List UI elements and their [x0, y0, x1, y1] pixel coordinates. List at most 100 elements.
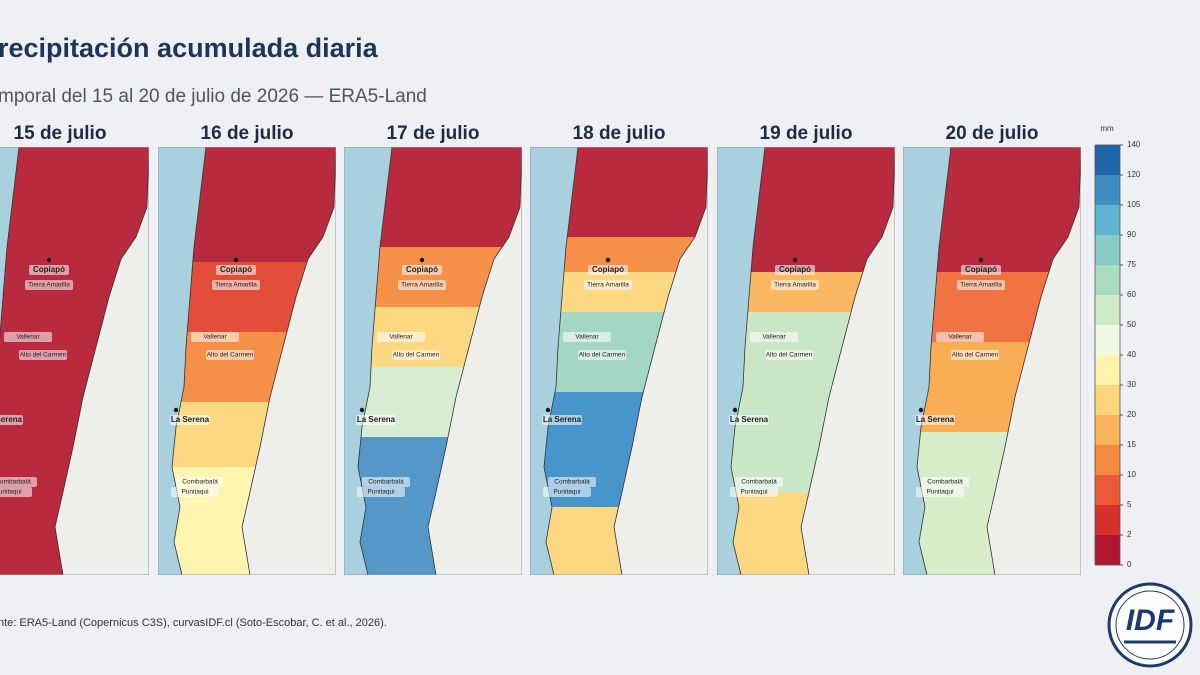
panel-title: 19 de julio — [760, 123, 853, 144]
colorbar-bin — [1095, 295, 1120, 325]
city-label-bg — [915, 415, 955, 425]
city-label-bg — [19, 350, 67, 360]
city-label-bg — [377, 332, 425, 342]
city-label: Tierra Amarilla — [28, 282, 70, 289]
colorbar-bin — [1095, 235, 1120, 265]
city-label: La Serena — [0, 415, 23, 424]
source: nte: ERA5-Land (Copernicus C3S), curvasI… — [0, 617, 387, 629]
city-dot — [732, 407, 738, 413]
city-label-bg — [356, 415, 396, 425]
colorbar-bin — [1095, 205, 1120, 235]
logo-text: IDF — [1126, 604, 1175, 637]
city-label-bg — [542, 415, 582, 425]
city-label: Tierra Amarilla — [215, 282, 257, 289]
city-label: Alto del Carmen — [207, 352, 254, 359]
city-label-bg — [916, 487, 964, 497]
city-label: Tierra Amarilla — [401, 282, 443, 289]
colorbar-tick-label: 20 — [1127, 410, 1136, 419]
colorbar-bin — [1095, 355, 1120, 385]
city-label-bg — [0, 487, 32, 497]
border — [357, 147, 522, 575]
city-label-bg — [750, 332, 798, 342]
border — [543, 147, 708, 575]
city-dot — [359, 407, 365, 413]
map-panel: Copiapó Tierra Amarilla Vallenar Alto del C… — [530, 147, 708, 575]
border — [730, 147, 895, 575]
city-label-bg — [0, 477, 37, 487]
title: recipitación acumulada diaria — [0, 33, 379, 63]
colorbar-tick-label: 30 — [1127, 380, 1136, 389]
city-label-bg — [729, 415, 769, 425]
city-label-bg — [961, 265, 1001, 275]
city-label: Combarbalá — [927, 479, 963, 486]
city-label: La Serena — [357, 415, 396, 424]
colorbar-tick-label: 60 — [1127, 290, 1136, 299]
city-label: Combarbalá — [554, 479, 590, 486]
colorbar-bin — [1095, 505, 1120, 535]
city-label: Combarbalá — [368, 479, 404, 486]
city-label-bg — [362, 477, 410, 487]
city-label: Vallenar — [762, 334, 786, 341]
city-label-bg — [392, 350, 440, 360]
city-label-bg — [584, 280, 632, 290]
border — [171, 147, 336, 575]
city-label: Tierra Amarilla — [587, 282, 629, 289]
city-label-bg — [957, 280, 1005, 290]
colorbar-tick-label: 10 — [1127, 470, 1136, 479]
city-label: Combarbalá — [182, 479, 218, 486]
colorbar-tick-label: 0 — [1127, 560, 1132, 569]
city-label-bg — [402, 265, 442, 275]
city-label-bg — [543, 487, 591, 497]
city-label: Alto del Carmen — [393, 352, 440, 359]
colorbar-bin — [1095, 325, 1120, 355]
border — [916, 147, 1081, 575]
city-label-bg — [775, 265, 815, 275]
colorbar-bin — [1095, 385, 1120, 415]
subtitle: mporal del 15 al 20 de julio de 2026 — E… — [0, 86, 427, 107]
panel-title: 18 de julio — [573, 123, 666, 144]
city-label-bg — [171, 487, 219, 497]
panel-title: 16 de julio — [201, 123, 294, 144]
colorbar-tick-label: 2 — [1127, 530, 1132, 539]
city-label: Punitaqui — [367, 489, 394, 496]
city-label: Punitaqui — [926, 489, 953, 496]
city-label: Tierra Amarilla — [774, 282, 816, 289]
city-label: Punitaqui — [0, 489, 22, 496]
map-panel: Copiapó Tierra Amarilla Vallenar Alto del C… — [903, 147, 1081, 575]
city-label-bg — [951, 350, 999, 360]
ocean — [903, 147, 951, 575]
logo: IDF — [1107, 582, 1193, 668]
city-label: La Serena — [543, 415, 582, 424]
ocean — [344, 147, 392, 575]
colorbar-tick-label: 50 — [1127, 320, 1136, 329]
city-label-bg — [206, 350, 254, 360]
border — [0, 147, 149, 575]
map-panel: Copiapó Tierra Amarilla Vallenar Alto del C… — [344, 147, 522, 575]
city-label: Copiapó — [592, 265, 624, 274]
colorbar-tick-label: 90 — [1127, 230, 1136, 239]
city-label-bg — [936, 332, 984, 342]
city-label-bg — [176, 477, 224, 487]
city-label: Vallenar — [575, 334, 599, 341]
city-dot — [978, 257, 984, 263]
city-label-bg — [357, 487, 405, 497]
city-label: Punitaqui — [740, 489, 767, 496]
city-dot — [173, 407, 179, 413]
city-label: La Serena — [916, 415, 955, 424]
city-label: Alto del Carmen — [579, 352, 626, 359]
city-dot — [792, 257, 798, 263]
city-label: Punitaqui — [181, 489, 208, 496]
city-label: Vallenar — [948, 334, 972, 341]
city-label: Copiapó — [406, 265, 438, 274]
city-label: Copiapó — [965, 265, 997, 274]
city-label-bg — [398, 280, 446, 290]
city-label-bg — [170, 415, 210, 425]
colorbar-tick-label: 5 — [1127, 500, 1132, 509]
colorbar-bin — [1095, 175, 1120, 205]
city-label: Alto del Carmen — [952, 352, 999, 359]
city-label: Combarbalá — [0, 479, 31, 486]
city-label: La Serena — [171, 415, 210, 424]
city-label-bg — [588, 265, 628, 275]
ocean — [717, 147, 765, 575]
colorbar-tick-label: 40 — [1127, 350, 1136, 359]
